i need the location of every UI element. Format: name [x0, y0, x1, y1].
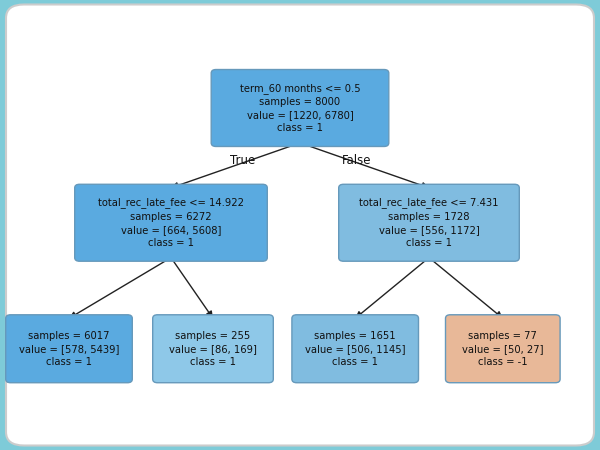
- Text: total_rec_late_fee <= 7.431
samples = 1728
value = [556, 1172]
class = 1: total_rec_late_fee <= 7.431 samples = 17…: [359, 198, 499, 248]
- FancyBboxPatch shape: [292, 315, 419, 382]
- Text: samples = 255
value = [86, 169]
class = 1: samples = 255 value = [86, 169] class = …: [169, 331, 257, 367]
- Text: False: False: [342, 154, 372, 167]
- FancyBboxPatch shape: [445, 315, 560, 382]
- FancyBboxPatch shape: [6, 315, 133, 382]
- Text: samples = 77
value = [50, 27]
class = -1: samples = 77 value = [50, 27] class = -1: [462, 331, 544, 367]
- Text: samples = 6017
value = [578, 5439]
class = 1: samples = 6017 value = [578, 5439] class…: [19, 331, 119, 367]
- Text: term_60 months <= 0.5
samples = 8000
value = [1220, 6780]
class = 1: term_60 months <= 0.5 samples = 8000 val…: [239, 83, 361, 133]
- Text: total_rec_late_fee <= 14.922
samples = 6272
value = [664, 5608]
class = 1: total_rec_late_fee <= 14.922 samples = 6…: [98, 198, 244, 248]
- FancyBboxPatch shape: [152, 315, 273, 382]
- FancyBboxPatch shape: [6, 4, 594, 446]
- FancyBboxPatch shape: [338, 184, 519, 261]
- Text: True: True: [230, 154, 256, 167]
- FancyBboxPatch shape: [74, 184, 268, 261]
- Text: samples = 1651
value = [506, 1145]
class = 1: samples = 1651 value = [506, 1145] class…: [305, 331, 406, 367]
- FancyBboxPatch shape: [211, 70, 389, 147]
